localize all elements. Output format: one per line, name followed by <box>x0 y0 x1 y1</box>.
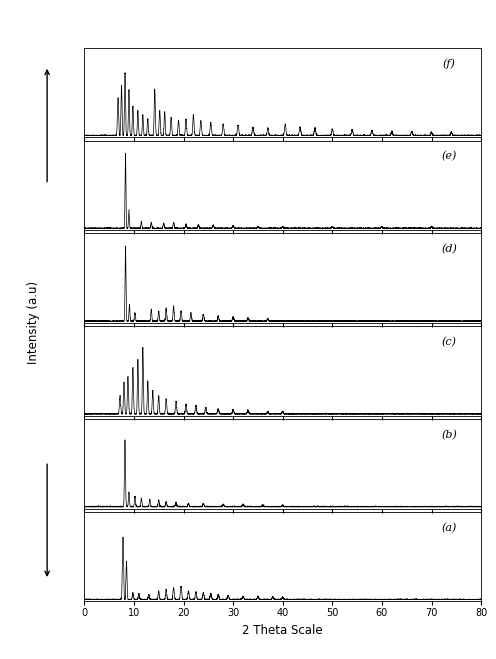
Text: (b): (b) <box>441 430 457 440</box>
Text: (d): (d) <box>441 244 457 254</box>
Text: (c): (c) <box>442 337 457 347</box>
Text: (f): (f) <box>443 59 456 69</box>
Text: Intensity (a.u): Intensity (a.u) <box>27 281 40 364</box>
Text: (a): (a) <box>442 523 457 533</box>
Text: (e): (e) <box>442 152 457 161</box>
X-axis label: 2 Theta Scale: 2 Theta Scale <box>243 624 323 637</box>
